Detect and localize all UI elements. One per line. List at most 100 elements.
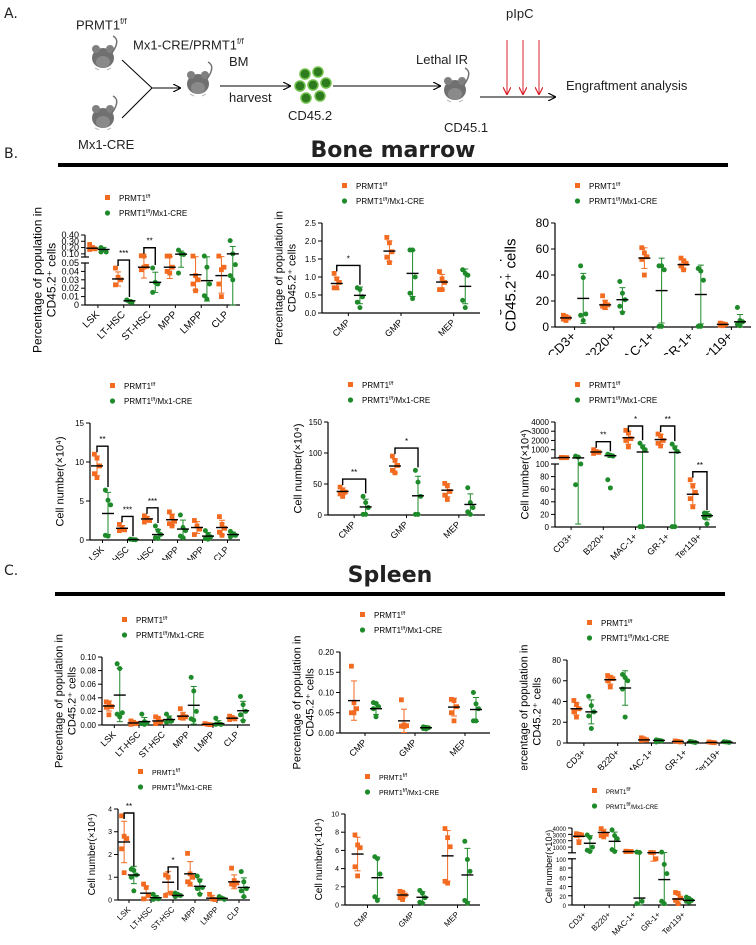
data-point-wt <box>683 260 689 266</box>
x-tick-label: CMP <box>347 737 368 758</box>
data-point-ko <box>357 287 363 293</box>
data-point-wt <box>451 718 457 724</box>
data-point-wt <box>389 467 395 473</box>
data-point-ko <box>672 524 678 530</box>
legend-label-wt: PRMT1f/f <box>379 773 408 782</box>
data-point-wt <box>221 264 227 270</box>
data-point-ko <box>124 297 130 303</box>
x-tick-label: CMP <box>336 519 357 540</box>
legend: PRMT1f/f PRMT1f/f/Mx1-CRE <box>359 611 442 635</box>
data-point-ko <box>197 878 203 884</box>
y-axis-label: Cell number(×10⁴) <box>293 423 305 513</box>
x-tick-label: LSK <box>87 544 106 560</box>
data-point-ko <box>227 238 233 244</box>
significance-bracket: ** <box>692 461 708 511</box>
legend-label-wt: PRMT1f/f <box>606 787 631 796</box>
data-point-wt <box>601 834 607 840</box>
data-point-wt <box>192 532 197 537</box>
data-point-wt <box>445 835 450 841</box>
legend-marker-ko <box>347 397 354 403</box>
x-tick-label: LMPP <box>192 729 216 753</box>
data-point-ko <box>622 714 628 720</box>
x-tick-label: GR-1+ <box>645 531 671 557</box>
data-point-wt <box>195 277 201 283</box>
data-point-wt <box>623 438 629 443</box>
data-point-wt <box>119 813 124 819</box>
y-tick-label: 40 <box>536 268 550 282</box>
data-point-ko <box>659 323 665 329</box>
data-point-ko <box>201 253 207 259</box>
data-point-ko <box>588 703 594 709</box>
data-point-ko <box>617 303 623 309</box>
y-axis-label: Cell number(×10⁴) <box>520 429 532 519</box>
data-point-wt <box>331 271 337 276</box>
data-point-ko <box>363 500 369 506</box>
x-tick-label: CLP <box>222 729 241 748</box>
data-point-ko <box>240 702 246 708</box>
x-tick-label: ST-HSC <box>149 905 176 932</box>
legend-label-wt: PRMT1f/f <box>152 768 181 777</box>
legend: PRMT1f/f PRMT1f/f/Mx1-CRE <box>104 194 187 218</box>
legend: PRMT1f/f PRMT1f/f/Mx1-CRE <box>109 382 192 406</box>
y-tick-label: 100 <box>309 449 323 458</box>
legend: PRMT1f/f PRMT1f/f/Mx1-CRE <box>591 787 658 811</box>
legend-marker-ko <box>586 635 593 641</box>
pipc-label: pIpC <box>506 6 534 21</box>
data-point-wt <box>167 509 172 515</box>
y-tick-label: 2000 <box>553 840 567 846</box>
data-point-wt <box>639 245 645 251</box>
data-point-ko <box>232 262 238 268</box>
data-point-ko <box>194 873 200 879</box>
data-point-wt <box>194 523 200 529</box>
x-tick-label: MPP <box>160 544 181 560</box>
mouse-icon-prmt1 <box>91 35 118 71</box>
legend-label-ko: PRMT1f/f/Mx1-CRE <box>379 788 440 797</box>
data-point-wt <box>143 885 149 890</box>
data-point-wt <box>658 433 664 439</box>
data-point-wt <box>571 709 577 715</box>
data-point-ko <box>233 532 239 538</box>
significance-bracket: * <box>627 415 644 441</box>
legend-marker-ko <box>341 198 348 204</box>
data-point-wt <box>437 269 442 274</box>
data-point-ko <box>363 511 369 517</box>
data-point-wt <box>387 240 392 246</box>
data-point-ko <box>614 836 620 842</box>
x-tick-label: MPP <box>156 309 179 332</box>
legend-marker-ko <box>104 210 111 216</box>
data-point-ko <box>473 701 479 707</box>
data-point-ko <box>194 886 200 892</box>
data-point-wt <box>678 895 684 901</box>
x-tick-label: MAC-1+ <box>613 329 658 355</box>
data-point-ko <box>467 868 473 874</box>
data-point-wt <box>442 826 448 831</box>
data-point-ko <box>664 871 670 877</box>
x-tick-label: LSK <box>99 729 118 748</box>
legend-label-wt: PRMT1f/f <box>374 611 406 620</box>
data-point-wt <box>222 525 227 531</box>
data-point-ko <box>642 447 648 453</box>
y-tick-label: 20 <box>552 718 561 727</box>
significance-bracket: * <box>167 856 179 891</box>
data-point-wt <box>400 897 405 902</box>
data-point-wt <box>234 880 240 886</box>
chart-sp-num-prog: 0 2 4 6 8 10 CMP GMP MEP Cell number(×10⁴) PRMT1f/… <box>314 773 480 929</box>
data-point-wt <box>212 897 218 902</box>
significance-bracket: *** <box>146 497 159 523</box>
y-axis-label: CD45.2⁺ cells <box>67 666 79 735</box>
significance-label: *** <box>148 497 157 506</box>
y-tick-label: 5 <box>80 497 85 506</box>
data-point-ko <box>108 502 114 508</box>
legend-label-ko: PRMT1f/f/Mx1-CRE <box>356 197 424 206</box>
significance-label: ** <box>697 461 703 470</box>
data-point-wt <box>678 255 684 261</box>
data-point-wt <box>185 879 190 885</box>
x-tick-label: GR-1+ <box>639 910 662 933</box>
legend-label-wt: PRMT1f/f <box>589 182 621 191</box>
legend: PRMT1f/f PRMT1f/f/Mx1-CRE <box>347 381 430 405</box>
significance-bracket: ** <box>595 431 612 452</box>
data-point-wt <box>180 715 186 721</box>
data-point-ko <box>176 247 181 253</box>
legend-marker-wt <box>342 183 347 188</box>
